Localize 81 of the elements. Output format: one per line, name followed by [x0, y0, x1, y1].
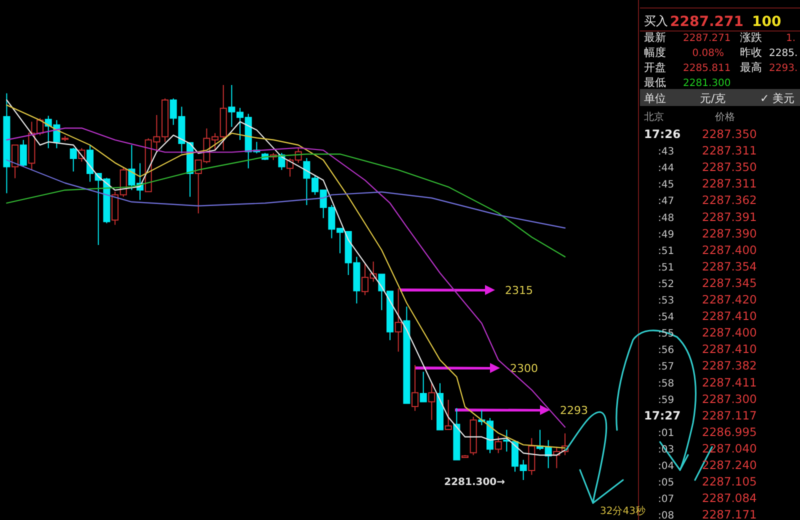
- text: 17:26: [644, 127, 681, 141]
- text: 昨收: [740, 46, 762, 59]
- text: 2287.240: [702, 458, 757, 472]
- text: :58: [658, 378, 674, 390]
- candlestick: [420, 371, 427, 402]
- text: 开盘: [644, 61, 666, 74]
- text: 2287.350: [702, 127, 757, 141]
- text: 2287.117: [702, 408, 757, 422]
- text: 1.: [786, 33, 796, 44]
- text: :45: [658, 180, 674, 191]
- text: 2287.345: [702, 276, 757, 290]
- text: 2287.105: [702, 474, 757, 489]
- candlestick: [12, 144, 19, 179]
- text: :51: [658, 262, 674, 274]
- text: 17:27: [644, 408, 681, 422]
- text: :51: [658, 246, 674, 257]
- text: 北京: [644, 111, 664, 123]
- candlestick: [20, 139, 27, 168]
- text: 最新: [644, 31, 666, 44]
- text: :07: [658, 494, 674, 506]
- text: 2287.354: [702, 259, 757, 274]
- text: 32分43秒: [600, 505, 646, 517]
- text: 2287.410: [702, 309, 757, 324]
- text: 2287.362: [702, 193, 757, 208]
- text: :08: [658, 510, 674, 520]
- text: 最高: [740, 61, 762, 74]
- text: 买入: [644, 14, 668, 28]
- text: 2285.811: [683, 63, 731, 74]
- annotation: 2293: [560, 404, 588, 417]
- text: 2287.391: [702, 210, 757, 224]
- text: 2293.: [769, 63, 798, 74]
- text: 2287.420: [702, 292, 757, 306]
- text: :59: [658, 394, 674, 406]
- text: 2281.300: [683, 78, 731, 89]
- text: 2287.300: [702, 392, 757, 406]
- text: 2286.995: [702, 424, 757, 439]
- candlestick: [494, 436, 502, 454]
- text: :49: [658, 229, 674, 240]
- annotation: 2281.300→: [444, 477, 505, 488]
- annotation: 2300: [510, 362, 538, 375]
- text: :44: [658, 163, 674, 174]
- annotation: 2315: [505, 284, 533, 297]
- text: 价格: [714, 111, 735, 123]
- text: :57: [658, 362, 674, 373]
- text: 幅度: [644, 46, 666, 59]
- candlestick: [444, 399, 452, 430]
- text: :01: [658, 428, 674, 439]
- text: 2287.271: [683, 33, 731, 44]
- text: 2287.390: [702, 226, 757, 240]
- text: 元/克: [700, 92, 726, 105]
- text: 最低: [644, 76, 666, 89]
- text: 2285.: [769, 48, 798, 59]
- text: :54: [658, 312, 674, 324]
- text: 2287.411: [702, 375, 757, 390]
- text: 2287.271: [670, 14, 744, 30]
- text: 2287.084: [702, 491, 757, 506]
- text: :52: [658, 278, 674, 290]
- text: :05: [658, 478, 674, 489]
- text: :04: [658, 461, 674, 472]
- text: 100: [752, 14, 782, 30]
- text: :53: [658, 296, 674, 306]
- candlestick: [428, 382, 436, 420]
- text: 2287.400: [702, 242, 757, 257]
- text: 2287.311: [702, 176, 757, 191]
- text: :56: [658, 345, 674, 356]
- text: 2287.350: [702, 160, 757, 174]
- text: 2287.382: [702, 358, 757, 373]
- candlestick: [394, 288, 402, 352]
- text: :48: [658, 212, 674, 224]
- candlestick: [70, 147, 77, 172]
- text: :47: [658, 196, 674, 208]
- text: 2287.171: [702, 508, 757, 520]
- text: 2287.311: [702, 144, 757, 158]
- text: ✓ 美元: [760, 92, 795, 105]
- text: 涨跌: [740, 31, 762, 44]
- text: 单位: [644, 92, 666, 105]
- text: 0.08%: [692, 48, 724, 59]
- text: 2287.400: [702, 326, 757, 340]
- text: 2287.410: [702, 342, 757, 356]
- candlestick: [412, 364, 419, 412]
- text: :43: [658, 146, 674, 158]
